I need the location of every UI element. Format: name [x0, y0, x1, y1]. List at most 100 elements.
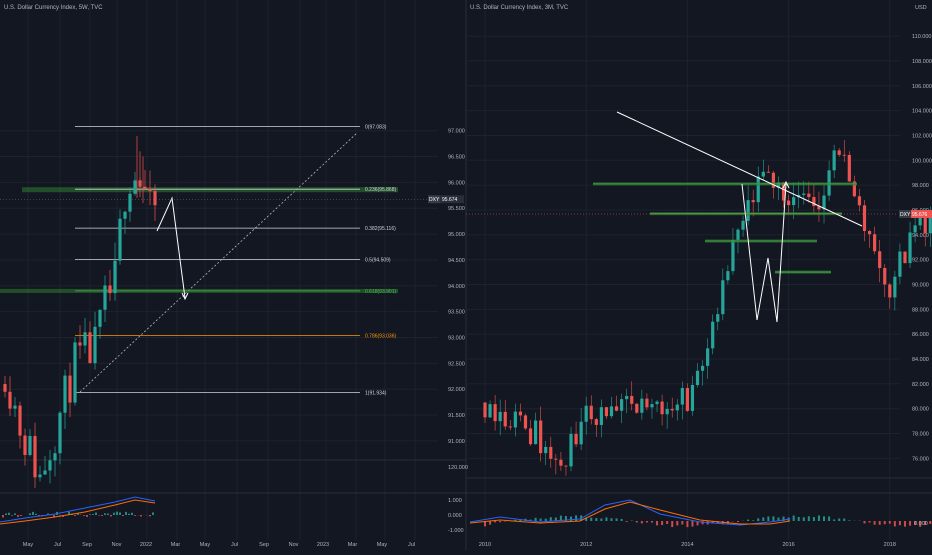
- price-axis-label: 88.000: [912, 307, 929, 313]
- macd-bar: [621, 519, 623, 521]
- macd-bar: [590, 518, 592, 521]
- candle-body: [701, 366, 704, 371]
- macd-bar: [119, 512, 121, 515]
- candle-body: [914, 225, 917, 232]
- price-axis-label: 94.500: [448, 258, 465, 264]
- macd-bar: [879, 521, 881, 525]
- macd-bar: [767, 516, 769, 521]
- price-axis-label: 96.000: [448, 180, 465, 186]
- macd-bar: [77, 514, 79, 515]
- price-axis-label: 108.000: [912, 59, 932, 65]
- candle-body: [483, 402, 486, 417]
- time-axis-label: Nov: [289, 542, 299, 548]
- price-badge-value: 95.676: [912, 212, 928, 218]
- candle-body: [615, 406, 618, 410]
- macd-bar: [149, 515, 151, 516]
- macd-bar: [747, 520, 749, 521]
- macd-bar: [95, 513, 97, 515]
- candle-body: [666, 409, 669, 414]
- price-axis-label: 95.500: [448, 206, 465, 212]
- candle-body: [48, 460, 51, 470]
- macd-bar: [818, 515, 820, 521]
- macd-bar: [17, 515, 19, 517]
- candle-body: [88, 332, 91, 363]
- macd-bar: [813, 517, 815, 521]
- price-axis-label: 91.000: [448, 439, 465, 445]
- candle-body: [605, 407, 608, 416]
- price-axis-label: 96.500: [448, 155, 465, 161]
- candle-body: [590, 406, 593, 419]
- price-axis-label: 102.000: [912, 133, 932, 139]
- candle-body: [787, 201, 790, 206]
- candle-body: [549, 447, 552, 459]
- price-axis-label: 110.000: [912, 34, 931, 40]
- candle-body: [620, 399, 623, 411]
- candle-body: [716, 314, 719, 322]
- candle-body: [843, 155, 846, 156]
- candle-body: [726, 271, 729, 280]
- macd-bar: [152, 512, 154, 515]
- candle-body: [686, 388, 689, 411]
- macd-bar: [29, 513, 31, 515]
- macd-bar: [656, 521, 658, 525]
- price-axis-label: 92.000: [448, 387, 465, 393]
- candle-body: [610, 406, 613, 416]
- macd-bar: [98, 515, 100, 516]
- macd-bar: [499, 521, 501, 522]
- candle-body: [924, 218, 927, 233]
- macd-bar: [651, 521, 653, 523]
- macd-bar: [823, 516, 825, 521]
- candle-body: [529, 428, 532, 444]
- macd-bar: [666, 521, 668, 524]
- candle-body: [747, 200, 750, 221]
- time-axis-label: 2022: [140, 542, 152, 548]
- fib-level-label: 1(91.934): [365, 391, 387, 397]
- macd-bar: [595, 518, 597, 521]
- resistance-zone: [22, 187, 398, 192]
- price-axis-label: 78.000: [912, 432, 929, 438]
- macd-bar: [14, 513, 16, 515]
- candle-body: [38, 475, 41, 478]
- fib-level-label: 0.786(93.036): [365, 334, 396, 340]
- macd-bar: [83, 515, 85, 516]
- candle-body: [580, 422, 583, 445]
- candle-body: [645, 399, 648, 408]
- candle-body: [23, 436, 26, 455]
- macd-axis-label: 0.000: [914, 521, 928, 527]
- candle-body: [691, 385, 694, 411]
- macd-bar: [86, 515, 88, 517]
- time-axis-label: Sep: [82, 542, 92, 548]
- candle-body: [78, 342, 81, 345]
- macd-bar: [691, 521, 693, 527]
- ticker-badge-label: DXY: [429, 197, 440, 203]
- time-axis-label: 2010: [479, 542, 491, 548]
- candle-body: [767, 172, 770, 173]
- macd-bar: [575, 515, 577, 521]
- candle-body: [635, 404, 638, 413]
- candle-body: [888, 284, 891, 297]
- candle-body: [903, 252, 906, 264]
- price-axis-label: 94.000: [448, 284, 465, 290]
- macd-bar: [828, 516, 830, 521]
- candle-body: [625, 396, 628, 399]
- macd-bar: [128, 514, 130, 515]
- candle-body: [696, 371, 699, 385]
- macd-bar: [681, 521, 683, 525]
- macd-bar: [636, 521, 638, 522]
- macd-bar: [869, 521, 871, 522]
- candle-body: [661, 402, 664, 415]
- price-axis-label: 97.000: [448, 129, 465, 135]
- macd-bar: [122, 515, 124, 516]
- candle-body: [534, 420, 537, 444]
- macd-bar: [929, 521, 931, 524]
- candle-body: [113, 261, 116, 293]
- candle-body: [863, 205, 866, 231]
- macd-bar: [864, 521, 866, 523]
- macd-bar: [772, 516, 774, 521]
- macd-bar: [833, 519, 835, 521]
- candle-body: [908, 232, 911, 263]
- candle-body: [848, 155, 851, 181]
- macd-bar: [125, 512, 127, 515]
